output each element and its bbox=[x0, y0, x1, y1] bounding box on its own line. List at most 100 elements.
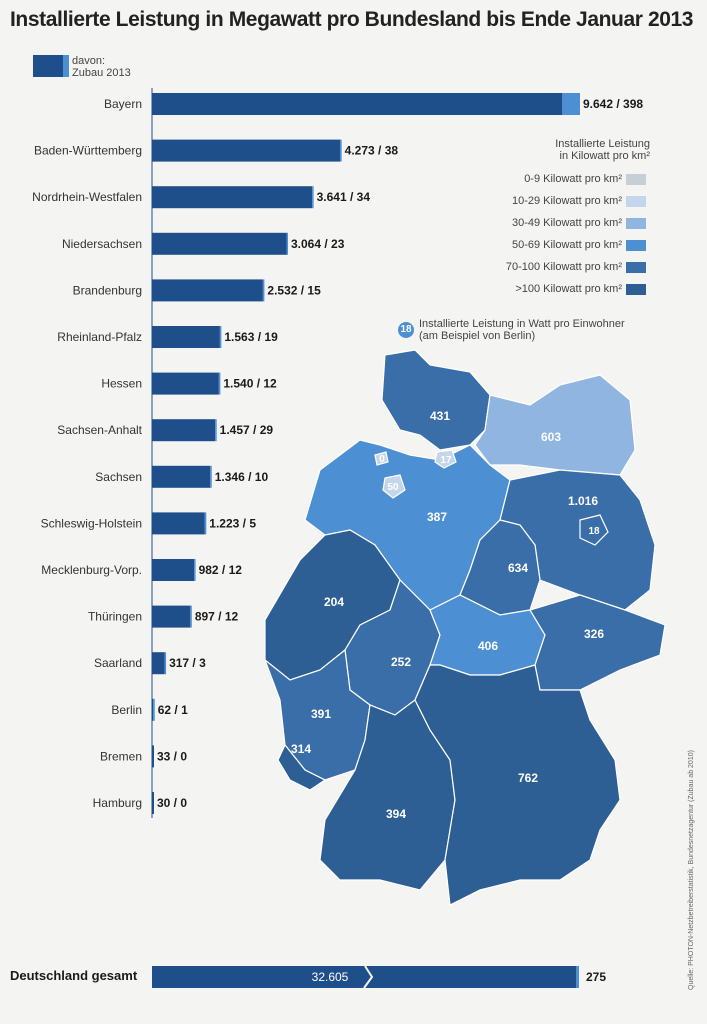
total-bar bbox=[152, 966, 576, 988]
state-value-sachsen_anhalt: 634 bbox=[508, 561, 528, 575]
map-legend-item-label: 10-29 Kilowatt pro km² bbox=[511, 195, 622, 207]
bar-2 bbox=[152, 186, 313, 209]
total-bar-additions bbox=[576, 966, 579, 988]
map-legend-swatch bbox=[626, 284, 646, 295]
bar-4 bbox=[152, 279, 263, 302]
bar-additions-10 bbox=[194, 559, 196, 581]
state-value-berlin: 18 bbox=[588, 526, 600, 537]
category-label-8: Sachsen bbox=[95, 470, 142, 484]
bar-3 bbox=[152, 232, 287, 255]
map-legend-item: >100 Kilowatt pro km² bbox=[430, 282, 650, 298]
state-value-bremen_small: 0 bbox=[379, 454, 385, 465]
bar-8 bbox=[152, 465, 211, 488]
value-label-7: 1.457 / 29 bbox=[220, 423, 274, 437]
badge-note: Installierte Leistung in Watt pro Einwoh… bbox=[419, 318, 625, 342]
map-legend-item: 70-100 Kilowatt pro km² bbox=[430, 260, 650, 276]
legend-swatch-total bbox=[33, 55, 63, 77]
map-legend-swatch bbox=[626, 196, 646, 207]
state-value-bayern: 762 bbox=[518, 771, 538, 785]
state-value-schleswig_holstein: 431 bbox=[430, 409, 450, 423]
map-legend-item-label: 0-9 Kilowatt pro km² bbox=[524, 173, 622, 185]
bar-6 bbox=[152, 372, 219, 395]
state-hamburg bbox=[434, 449, 457, 469]
state-value-rheinland_pfalz: 391 bbox=[311, 707, 331, 721]
value-label-0: 9.642 / 398 bbox=[583, 97, 643, 111]
state-saarland bbox=[277, 743, 327, 791]
map-legend-swatch bbox=[626, 262, 646, 273]
map-legend-swatch bbox=[626, 240, 646, 251]
state-value-baden_wuerttemberg: 394 bbox=[386, 807, 406, 821]
category-label-12: Saarland bbox=[94, 656, 142, 670]
bar-legend-label: davon: Zubau 2013 bbox=[72, 55, 131, 79]
map-legend-item: 0-9 Kilowatt pro km² bbox=[430, 172, 650, 188]
bar-1 bbox=[152, 139, 340, 162]
bar-5 bbox=[152, 326, 220, 348]
category-label-1: Baden-Württemberg bbox=[34, 144, 142, 158]
map-legend-item: 50-69 Kilowatt pro km² bbox=[430, 238, 650, 254]
legend-label-line1: davon: bbox=[72, 55, 106, 67]
axis-break-mark bbox=[363, 965, 374, 989]
map-legend-item: 10-29 Kilowatt pro km² bbox=[430, 194, 650, 210]
value-label-13: 62 / 1 bbox=[158, 703, 188, 717]
map-legend-title-line1: Installierte Leistung bbox=[555, 138, 650, 150]
state-value-mecklenburg: 603 bbox=[541, 430, 561, 444]
source-note: Quelle: PHOTON-Netzbetreiberstatistik, B… bbox=[688, 750, 695, 990]
category-label-3: Niedersachsen bbox=[62, 237, 142, 251]
bar-additions-2 bbox=[312, 186, 314, 209]
total-additions-label: 275 bbox=[586, 970, 606, 984]
badge-note-line2: (am Beispiel von Berlin) bbox=[419, 330, 536, 342]
bar-15 bbox=[152, 792, 154, 814]
bar-additions-12 bbox=[164, 652, 167, 675]
bar-additions-7 bbox=[215, 419, 217, 442]
bar-14 bbox=[152, 745, 154, 768]
bar-legend-swatch bbox=[33, 55, 69, 77]
value-label-1: 4.273 / 38 bbox=[345, 144, 399, 158]
map-legend-item-label: 70-100 Kilowatt pro km² bbox=[505, 261, 622, 273]
map-legend-title-line2: in Kilowatt pro km² bbox=[559, 150, 650, 162]
value-label-11: 897 / 12 bbox=[195, 610, 239, 624]
legend-swatch-additions bbox=[63, 55, 69, 77]
state-value-nrw: 204 bbox=[324, 595, 344, 609]
category-label-6: Hessen bbox=[101, 377, 142, 391]
bar-additions-3 bbox=[286, 232, 289, 255]
bar-12 bbox=[152, 652, 165, 675]
category-label-2: Nordrhein-Westfalen bbox=[32, 190, 142, 204]
bar-9 bbox=[152, 512, 205, 535]
bar-11 bbox=[152, 605, 191, 628]
state-bremen bbox=[382, 474, 406, 499]
state-value-brandenburg: 1.016 bbox=[568, 494, 598, 508]
value-label-9: 1.223 / 5 bbox=[209, 516, 256, 530]
state-value-niedersachsen: 387 bbox=[427, 510, 447, 524]
value-label-5: 1.563 / 19 bbox=[224, 330, 278, 344]
map-legend-swatch bbox=[626, 218, 646, 229]
value-label-14: 33 / 0 bbox=[157, 749, 187, 763]
germany-map: 431 603 387 1.016 634 204 252 406 326 391 314 394 76… bbox=[263, 349, 666, 906]
state-bayern bbox=[414, 664, 621, 906]
value-label-8: 1.346 / 10 bbox=[215, 470, 269, 484]
map-legend-title: Installierte Leistung in Kilowatt pro km… bbox=[500, 138, 650, 162]
bar-additions-9 bbox=[204, 512, 207, 535]
category-label-13: Berlin bbox=[111, 703, 142, 717]
map-legend-swatch bbox=[626, 174, 646, 185]
category-label-15: Hamburg bbox=[93, 796, 142, 810]
bar-additions-1 bbox=[339, 139, 342, 162]
bar-additions-0 bbox=[562, 93, 580, 115]
bar-7 bbox=[152, 419, 216, 442]
map-legend-item-label: >100 Kilowatt pro km² bbox=[515, 283, 622, 295]
value-label-15: 30 / 0 bbox=[157, 796, 187, 810]
legend-label-line2: Zubau 2013 bbox=[72, 67, 131, 79]
map-legend-item-label: 30-49 Kilowatt pro km² bbox=[511, 217, 622, 229]
state-value-hessen: 252 bbox=[391, 655, 411, 669]
state-schleswig_holstein bbox=[381, 349, 491, 451]
bar-additions-13 bbox=[153, 698, 155, 721]
state-berlin bbox=[579, 514, 609, 546]
state-value-sachsen: 326 bbox=[584, 627, 604, 641]
value-label-6: 1.540 / 12 bbox=[223, 377, 277, 391]
value-label-12: 317 / 3 bbox=[169, 656, 206, 670]
chart-title: Installierte Leistung in Megawatt pro Bu… bbox=[10, 8, 694, 31]
badge-note-line1: Installierte Leistung in Watt pro Einwoh… bbox=[419, 318, 625, 330]
category-label-7: Sachsen-Anhalt bbox=[57, 423, 142, 437]
state-mecklenburg bbox=[474, 374, 636, 476]
category-label-9: Schleswig-Holstein bbox=[41, 516, 142, 530]
